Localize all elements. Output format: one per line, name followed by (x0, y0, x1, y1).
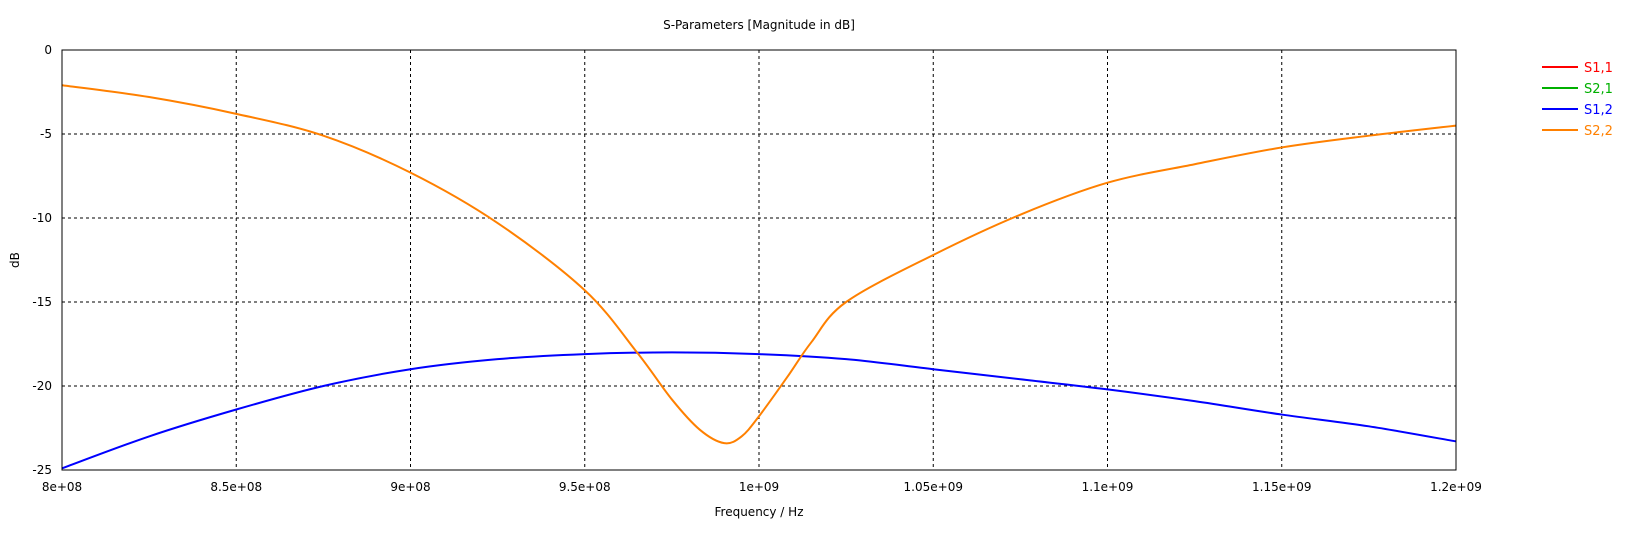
x-tick-label: 1.2e+09 (1430, 480, 1482, 494)
plot-frame (61, 49, 1457, 471)
x-tick-label: 9.5e+08 (559, 480, 611, 494)
legend-label: S2,1 (1584, 82, 1613, 97)
y-tick-label: -20 (32, 379, 52, 393)
y-tick-label: -25 (32, 463, 52, 477)
legend-label: S2,2 (1584, 124, 1613, 139)
x-tick-label: 9e+08 (390, 480, 430, 494)
x-tick-label: 1.05e+09 (904, 480, 963, 494)
x-axis-label: Frequency / Hz (715, 505, 804, 519)
series-line-S1-2 (61, 351, 1457, 470)
y-tick-label: -10 (32, 211, 52, 225)
x-axis-ticks: 8e+08 8.5e+08 9e+08 9.5e+08 1e+09 1.05e+09 1.1… (42, 480, 1482, 494)
x-tick-label: 1e+09 (739, 480, 779, 494)
y-axis-ticks: 0 -5 -10 -15 -20 -25 (32, 43, 52, 477)
x-tick-label: 1.15e+09 (1252, 480, 1311, 494)
y-tick-label: -5 (40, 127, 52, 141)
x-tick-label: 8.5e+08 (210, 480, 262, 494)
chart-title: S-Parameters [Magnitude in dB] (663, 18, 855, 32)
series-line-S2-2 (61, 84, 1457, 445)
grid (62, 50, 1456, 470)
legend-label: S1,1 (1584, 61, 1613, 76)
y-tick-label: -15 (32, 295, 52, 309)
legend-label: S1,2 (1584, 103, 1613, 118)
legend: S1,1 S2,1 S1,2 S2,2 (1542, 61, 1613, 139)
y-tick-label: 0 (44, 43, 52, 57)
x-tick-label: 1.1e+09 (1082, 480, 1134, 494)
y-axis-label: dB (8, 252, 22, 268)
x-tick-label: 8e+08 (42, 480, 82, 494)
series-lines (61, 84, 1457, 470)
